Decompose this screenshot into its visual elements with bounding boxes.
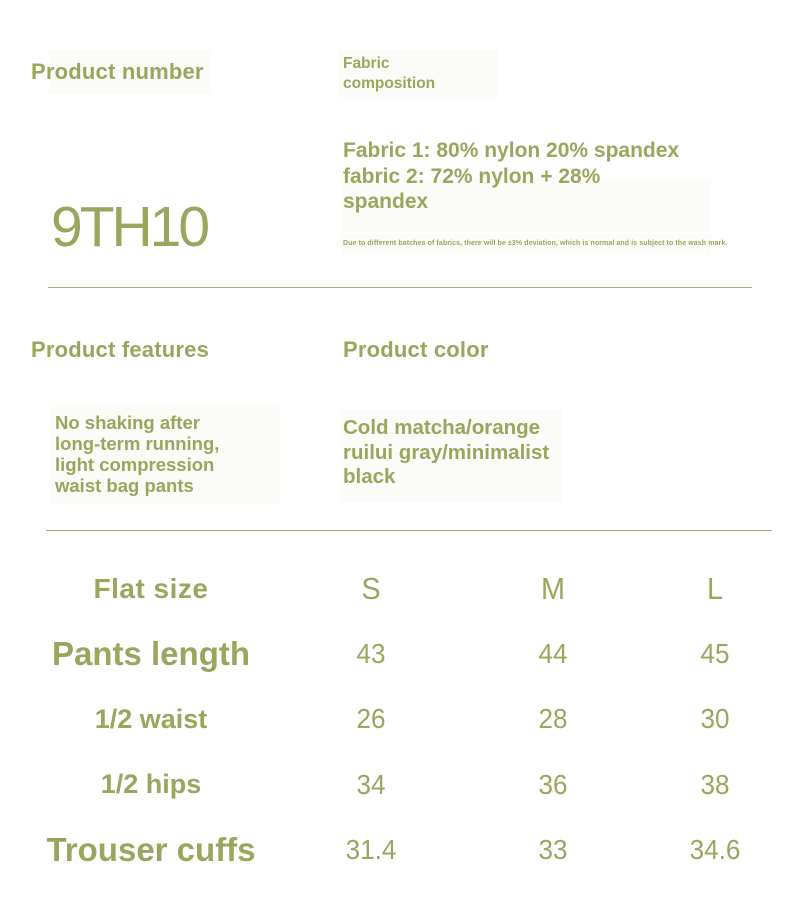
product-color-value-line: ruilui gray/minimalist — [343, 440, 550, 464]
size-column-m: M — [540, 570, 566, 606]
fabric-composition-label-line: Fabric — [343, 55, 390, 72]
fabric-composition-label: Fabric composition — [343, 54, 435, 94]
row-value-l: 38 — [700, 768, 730, 800]
section-divider — [48, 287, 752, 288]
row-value-l: 45 — [700, 638, 730, 670]
text-highlight-box — [338, 50, 498, 97]
product-features-value-line: long-term running, — [55, 433, 220, 454]
table-row-pants-length: Pants length 43 44 45 — [0, 621, 790, 686]
row-value-s: 31.4 — [345, 834, 397, 866]
row-label: Pants length — [51, 635, 251, 673]
product-features-value-line: waist bag pants — [55, 475, 194, 496]
fabric-composition-value-line: spandex — [343, 190, 429, 213]
size-column-l: L — [706, 570, 724, 606]
fabric-composition-value-line: Fabric 1: 80% nylon 20% spandex — [343, 139, 680, 162]
row-value-l: 30 — [700, 703, 730, 735]
row-value-m: 28 — [538, 703, 568, 735]
product-features-value-line: No shaking after — [55, 412, 200, 433]
row-value-m: 33 — [538, 834, 568, 866]
size-table: Flat size S M L Pants length 43 44 45 1/… — [0, 556, 790, 883]
text-highlight-box — [49, 50, 211, 94]
row-value-m: 36 — [538, 768, 568, 800]
text-highlight-box — [50, 407, 280, 504]
product-features-value-line: light compression — [55, 454, 215, 475]
size-table-header-label: Flat size — [93, 572, 209, 604]
section-divider — [46, 530, 772, 531]
row-label: 1/2 waist — [94, 703, 208, 734]
product-number-value: 9TH10 — [51, 195, 210, 259]
text-highlight-box — [340, 410, 562, 502]
product-features-value: No shaking after long-term running, ligh… — [55, 412, 219, 496]
size-column-s: S — [361, 570, 381, 606]
product-color-value-line: Cold matcha/orange — [343, 416, 541, 439]
table-row-half-waist: 1/2 waist 26 28 30 — [0, 687, 790, 752]
row-value-l: 34.6 — [689, 834, 741, 866]
row-value-s: 26 — [356, 703, 386, 735]
row-value-s: 34 — [356, 768, 386, 800]
table-row-trouser-cuffs: Trouser cuffs 31.4 33 34.6 — [0, 818, 790, 883]
fabric-composition-label-line: composition — [343, 75, 436, 92]
product-color-value-line: black — [343, 465, 396, 488]
product-features-label: Product features — [31, 337, 210, 362]
row-value-m: 44 — [538, 638, 568, 670]
fabric-deviation-note: Due to different batches of fabrics, the… — [343, 240, 728, 247]
row-label: Trouser cuffs — [46, 831, 256, 869]
fabric-composition-value: Fabric 1: 80% nylon 20% spandex fabric 2… — [343, 138, 743, 215]
size-table-header-row: Flat size S M L — [0, 556, 790, 621]
product-color-value: Cold matcha/orange ruilui gray/minimalis… — [343, 416, 549, 490]
row-label: 1/2 hips — [100, 769, 202, 800]
fabric-composition-value-line: fabric 2: 72% nylon + 28% — [343, 164, 601, 188]
product-color-label: Product color — [343, 337, 489, 362]
row-value-s: 43 — [356, 638, 386, 670]
text-highlight-box — [341, 179, 711, 232]
text-highlight-box — [341, 234, 711, 255]
table-row-half-hips: 1/2 hips 34 36 38 — [0, 752, 790, 817]
product-number-label: Product number — [31, 59, 204, 84]
